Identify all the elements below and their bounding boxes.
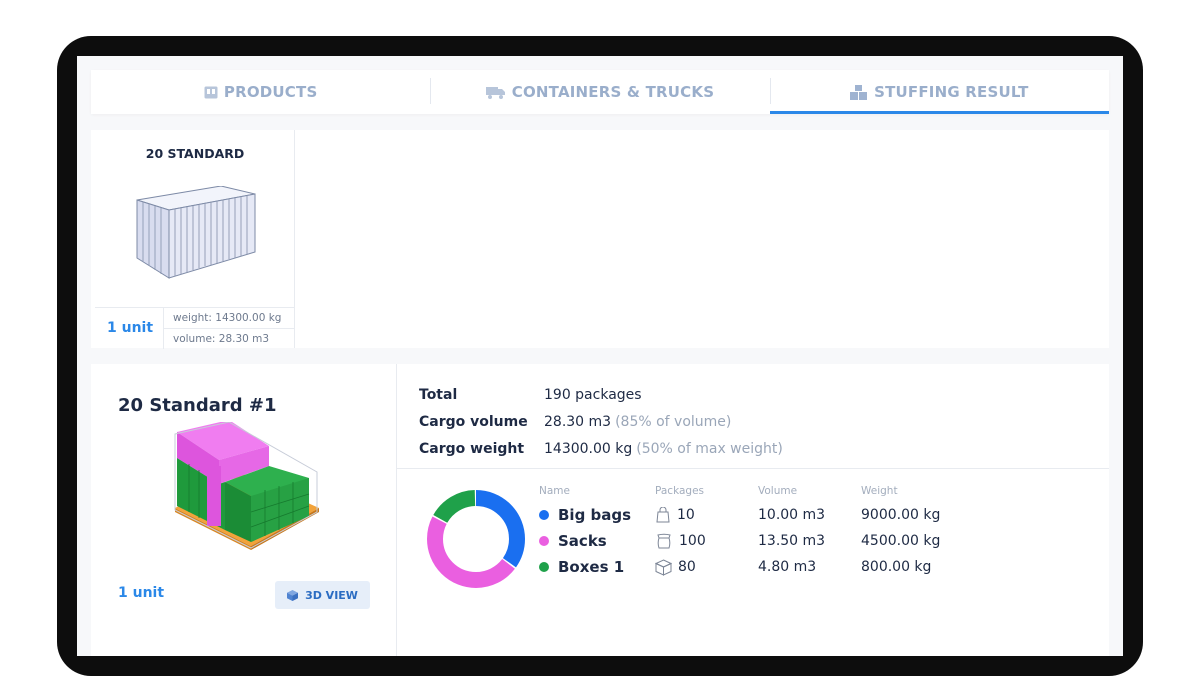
series-color-dot: [539, 562, 549, 572]
container-card-footer: 1 unit weight: 14300.00 kg volume: 28.30…: [95, 307, 295, 349]
container-list-panel: 20 STANDARD 1 unit: [91, 130, 1109, 349]
container-card-title: 20 STANDARD: [145, 146, 245, 161]
header-packages: Packages: [655, 485, 704, 497]
item-volume: 10.00 m3: [758, 507, 826, 523]
header-name: Name: [539, 485, 570, 497]
tab-containers-trucks[interactable]: CONTAINERS & TRUCKS: [430, 70, 769, 114]
tab-stuffing-result-label: STUFFING RESULT: [874, 83, 1029, 101]
item-name: Sacks: [558, 532, 607, 550]
item-weight: 9000.00 kg: [861, 507, 941, 523]
app-screen: PRODUCTS CONTAINERS & TRUCKS STUFFING RE…: [77, 56, 1123, 656]
result-container-title: 20 Standard #1: [118, 395, 277, 416]
item-packages: 10: [677, 507, 695, 523]
legend-header: Name Packages Volume Weight: [539, 480, 971, 502]
tab-stuffing-result[interactable]: STUFFING RESULT: [769, 70, 1110, 114]
item-volume: 4.80 m3: [758, 559, 817, 575]
header-volume: Volume: [758, 485, 798, 497]
result-container-pane: 20 Standard #1: [91, 364, 397, 656]
donut-slice-sacks: [427, 490, 525, 588]
cargo-weight-value: 14300.00 kg: [544, 440, 633, 457]
box-icon: [655, 558, 672, 576]
series-color-dot: [539, 510, 549, 520]
item-name: Boxes 1: [558, 558, 625, 576]
cargo-legend-table: Name Packages Volume Weight Big bags 10 …: [539, 480, 971, 580]
product-box-icon: [204, 86, 218, 99]
cargo-totals: Total 190 packages Cargo volume 28.30 m3…: [419, 381, 783, 462]
stacked-boxes-icon: [850, 84, 868, 100]
container-specs: weight: 14300.00 kg volume: 28.30 m3: [163, 308, 295, 349]
bag-icon: [655, 507, 671, 523]
item-packages: 100: [679, 533, 706, 549]
tab-products[interactable]: PRODUCTS: [91, 70, 430, 114]
container-weight: weight: 14300.00 kg: [173, 312, 282, 324]
container-card[interactable]: 20 STANDARD 1 unit: [95, 130, 295, 349]
stuffing-result-card: 20 Standard #1: [91, 364, 1109, 656]
total-value: 190 packages: [544, 386, 642, 403]
item-name: Big bags: [558, 506, 632, 524]
cargo-weight-note: (50% of max weight): [636, 440, 783, 457]
item-weight: 800.00 kg: [861, 559, 932, 575]
loaded-container-3d-image: [169, 420, 319, 556]
legend-row: Sacks 100 13.50 m3 4500.00 kg: [539, 528, 971, 554]
sack-icon: [655, 532, 673, 550]
3d-view-label: 3D VIEW: [305, 588, 358, 602]
tab-containers-trucks-label: CONTAINERS & TRUCKS: [511, 83, 715, 101]
cargo-volume-row: Cargo volume 28.30 m3 (85% of volume): [419, 408, 783, 435]
volume-donut-chart: [426, 489, 526, 593]
container-image: [133, 185, 259, 284]
truck-icon: [485, 86, 506, 99]
cargo-volume-label: Cargo volume: [419, 413, 528, 430]
header-weight: Weight: [861, 485, 898, 497]
cargo-weight-label: Cargo weight: [419, 440, 525, 457]
3d-view-button[interactable]: 3D VIEW: [275, 581, 370, 609]
series-color-dot: [539, 536, 549, 546]
tab-products-label: PRODUCTS: [223, 83, 318, 101]
section-divider: [397, 468, 1109, 469]
total-row: Total 190 packages: [419, 381, 783, 408]
container-volume: volume: 28.30 m3: [164, 328, 295, 348]
donut-slice-big-bags: [427, 490, 525, 588]
cube-icon: [287, 589, 299, 601]
item-packages: 80: [678, 559, 696, 575]
item-weight: 4500.00 kg: [861, 533, 941, 549]
tab-bar: PRODUCTS CONTAINERS & TRUCKS STUFFING RE…: [91, 70, 1110, 114]
cargo-weight-row: Cargo weight 14300.00 kg (50% of max wei…: [419, 435, 783, 462]
cargo-volume-note: (85% of volume): [615, 413, 732, 430]
legend-row: Big bags 10 10.00 m3 9000.00 kg: [539, 502, 971, 528]
total-label: Total: [419, 386, 458, 403]
cargo-volume-value: 28.30 m3: [544, 413, 612, 430]
container-unit-count: 1 unit: [107, 320, 154, 336]
result-unit-count: 1 unit: [118, 585, 165, 601]
legend-row: Boxes 1 80 4.80 m3 800.00 kg: [539, 554, 971, 580]
item-volume: 13.50 m3: [758, 533, 826, 549]
